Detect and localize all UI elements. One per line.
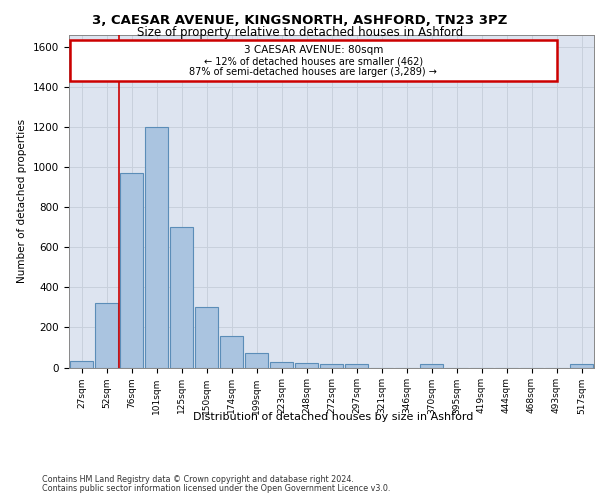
Text: ← 12% of detached houses are smaller (462): ← 12% of detached houses are smaller (46… <box>203 56 423 66</box>
Text: Size of property relative to detached houses in Ashford: Size of property relative to detached ho… <box>137 26 463 39</box>
Bar <box>570 364 593 368</box>
Bar <box>70 40 557 81</box>
Bar <box>120 173 143 368</box>
Bar <box>220 336 243 368</box>
Bar <box>195 308 218 368</box>
Text: 3 CAESAR AVENUE: 80sqm: 3 CAESAR AVENUE: 80sqm <box>244 46 383 56</box>
Text: Contains public sector information licensed under the Open Government Licence v3: Contains public sector information licen… <box>42 484 391 493</box>
Bar <box>420 364 443 368</box>
Bar <box>345 364 368 368</box>
Text: 3, CAESAR AVENUE, KINGSNORTH, ASHFORD, TN23 3PZ: 3, CAESAR AVENUE, KINGSNORTH, ASHFORD, T… <box>92 14 508 27</box>
Text: Distribution of detached houses by size in Ashford: Distribution of detached houses by size … <box>193 412 473 422</box>
Bar <box>270 362 293 368</box>
Bar <box>245 354 268 368</box>
Bar <box>320 364 343 368</box>
Text: 87% of semi-detached houses are larger (3,289) →: 87% of semi-detached houses are larger (… <box>190 67 437 77</box>
Y-axis label: Number of detached properties: Number of detached properties <box>17 119 28 284</box>
Bar <box>95 304 118 368</box>
Bar <box>70 362 93 368</box>
Bar <box>295 364 318 368</box>
Bar <box>145 127 168 368</box>
Bar <box>170 228 193 368</box>
Text: Contains HM Land Registry data © Crown copyright and database right 2024.: Contains HM Land Registry data © Crown c… <box>42 475 354 484</box>
